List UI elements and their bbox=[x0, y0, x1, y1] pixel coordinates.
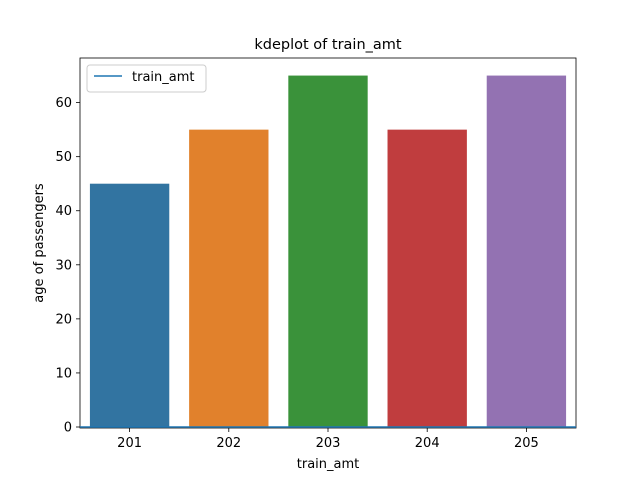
bars-group bbox=[89, 75, 567, 427]
y-tick-label: 10 bbox=[55, 366, 72, 381]
y-axis-label: age of passengers bbox=[32, 183, 47, 303]
x-tick-label: 203 bbox=[316, 436, 341, 451]
chart-title: kdeplot of train_amt bbox=[254, 37, 402, 53]
y-tick-label: 50 bbox=[55, 150, 72, 165]
x-tick-label: 205 bbox=[514, 436, 539, 451]
y-tick-label: 0 bbox=[64, 421, 72, 436]
y-tick-label: 30 bbox=[55, 258, 72, 273]
x-tick-label: 202 bbox=[216, 436, 241, 451]
bar-202 bbox=[189, 129, 269, 427]
legend: train_amt bbox=[86, 64, 207, 93]
y-tick-label: 20 bbox=[55, 312, 72, 327]
x-axis-label: train_amt bbox=[297, 457, 360, 472]
x-tick-label: 201 bbox=[117, 436, 142, 451]
y-tick-label: 60 bbox=[55, 96, 72, 111]
y-axis-ticks: 0 10 20 30 40 50 60 bbox=[55, 96, 80, 436]
plot-area-frame bbox=[79, 57, 577, 429]
bar-203 bbox=[288, 75, 368, 427]
bar-201 bbox=[89, 183, 170, 427]
y-tick-label: 40 bbox=[55, 204, 72, 219]
bar-205 bbox=[486, 75, 567, 427]
x-tick-label: 204 bbox=[415, 436, 440, 451]
legend-label: train_amt bbox=[132, 70, 195, 85]
legend-box bbox=[86, 64, 207, 93]
bar-204 bbox=[387, 129, 467, 427]
x-axis-ticks: 201 202 203 204 205 bbox=[117, 428, 539, 451]
